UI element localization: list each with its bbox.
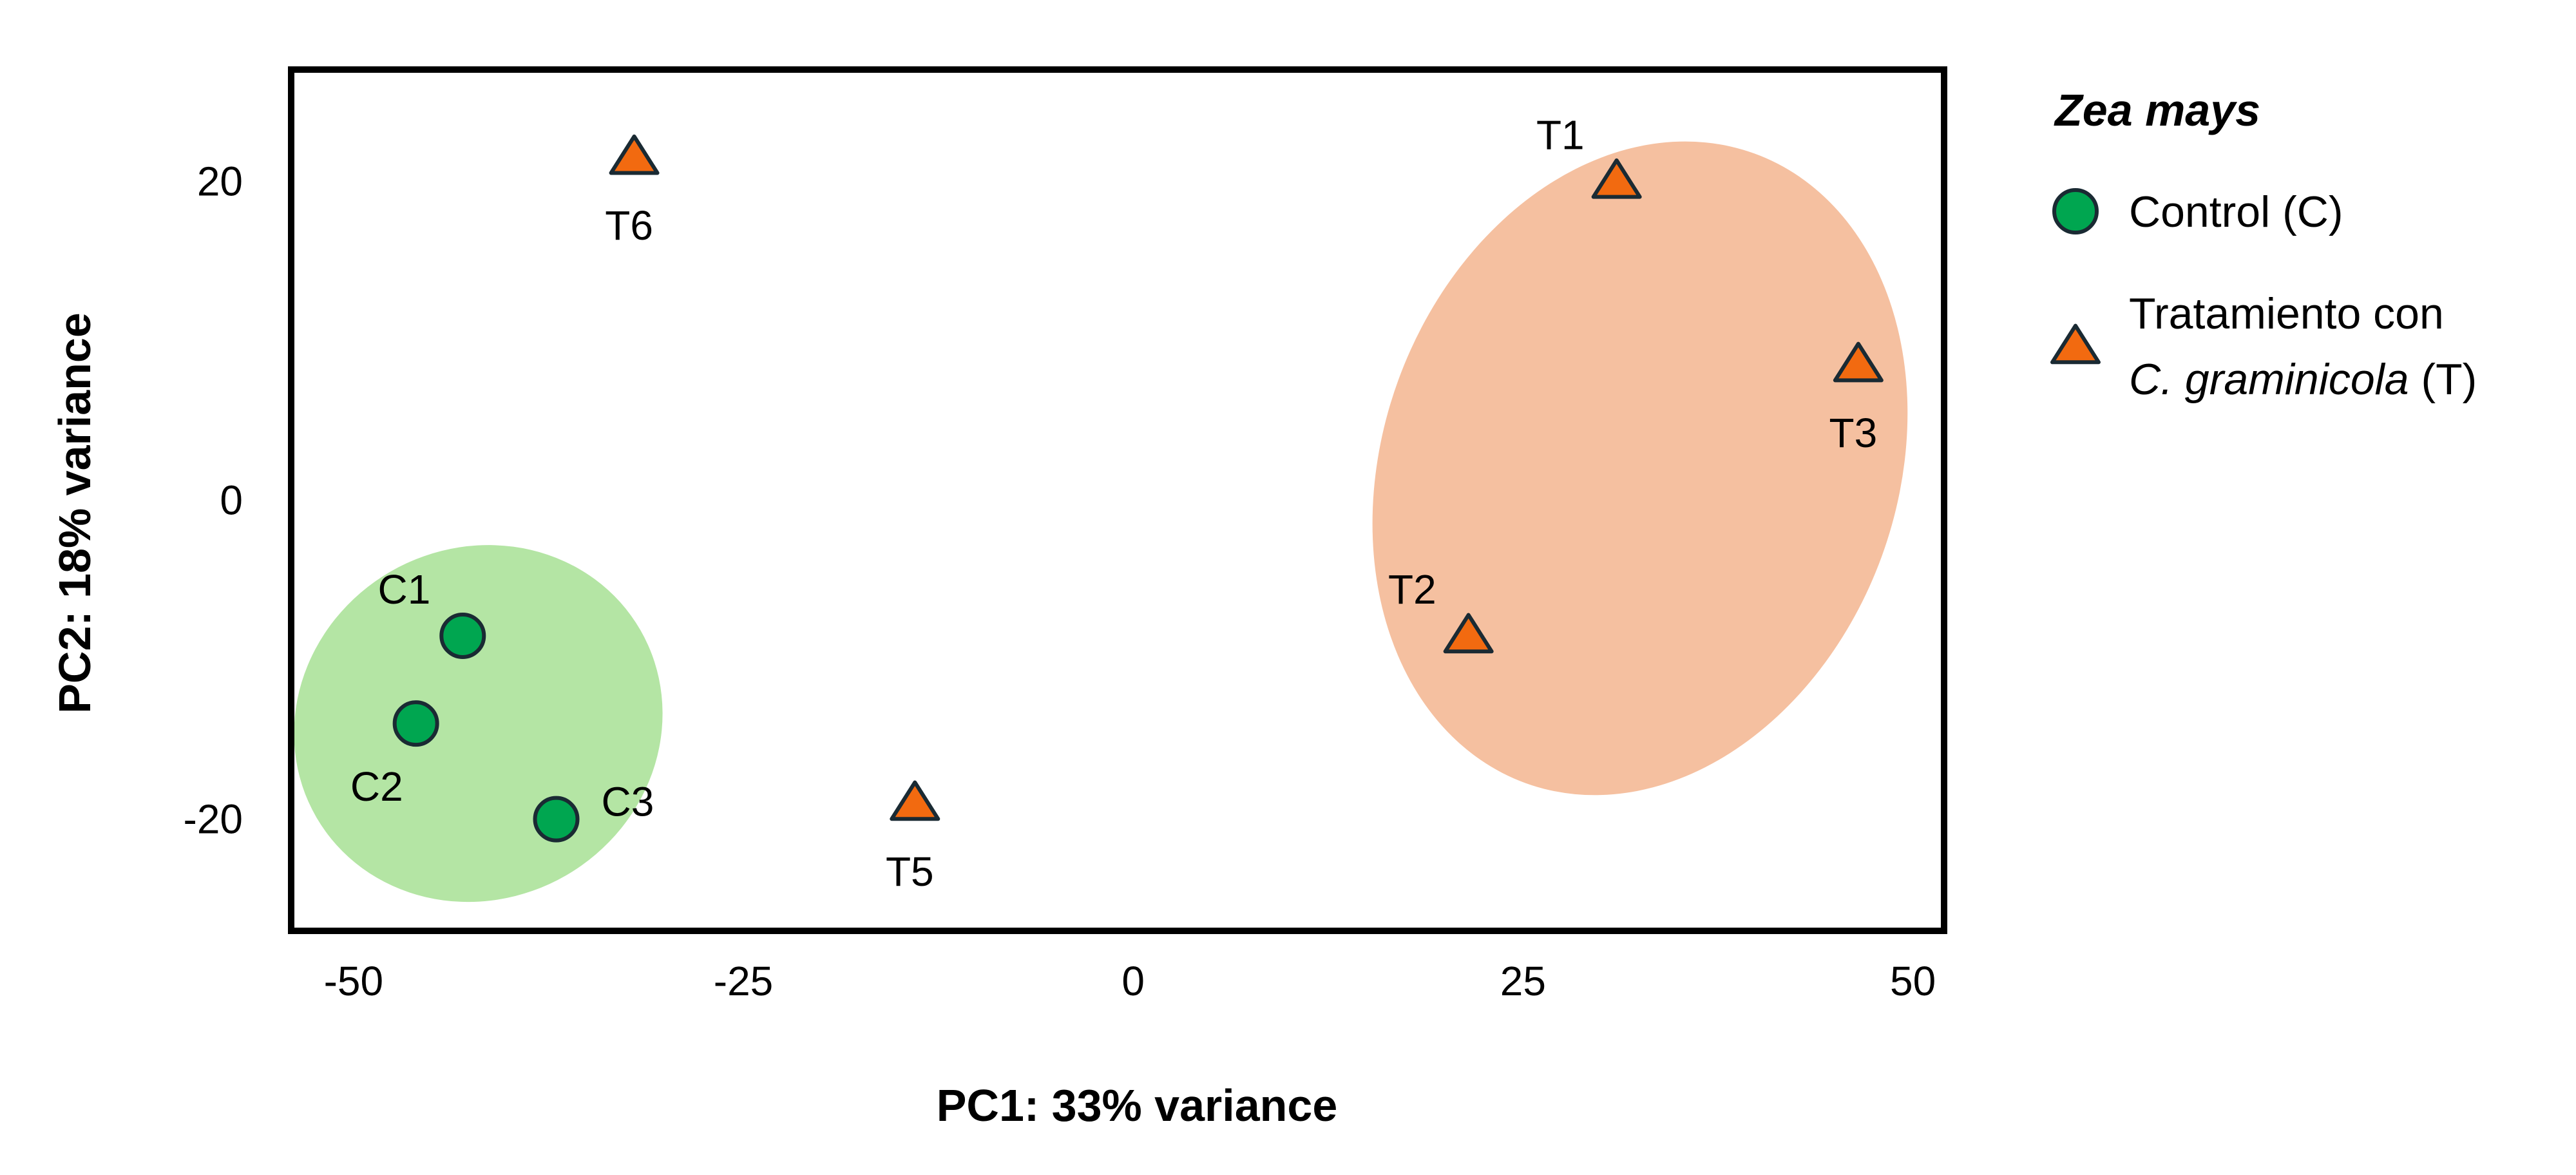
axis-ticks: -50 -25 0 25 50 20 0 -20	[184, 158, 1936, 1004]
point-t2	[1443, 613, 1494, 654]
x-tick-label: 25	[1500, 958, 1546, 1004]
x-tick-label: -50	[324, 958, 384, 1004]
point-label-t2: T2	[1388, 566, 1436, 613]
confidence-ellipses	[294, 141, 1908, 903]
legend-marker-circle-icon	[2052, 188, 2099, 234]
legend-label-control: Control (C)	[2129, 187, 2343, 236]
legend-label-code: (T)	[2409, 355, 2477, 404]
point-t3	[1833, 341, 1884, 383]
y-tick-label: -20	[184, 796, 243, 843]
point-labels: C1 C2 C3 T1 T2 T3 T5 T6	[350, 111, 1877, 895]
point-t5	[890, 780, 940, 821]
point-label-c1: C1	[377, 566, 430, 613]
data-points	[392, 134, 1884, 843]
y-tick-label: 0	[220, 477, 243, 524]
point-c1	[439, 612, 486, 659]
y-tick-label: 20	[197, 158, 243, 204]
treatment-ellipse	[1372, 141, 1908, 796]
legend-label-treatment-line1: Tratamiento con	[2129, 289, 2444, 338]
point-t6	[609, 134, 660, 175]
legend-item-control: Control (C)	[2052, 187, 2343, 236]
point-label-t6: T6	[605, 202, 653, 249]
point-label-t5: T5	[886, 848, 934, 895]
legend-label-species: C. graminicola	[2129, 355, 2409, 404]
legend-marker-triangle-icon	[2050, 323, 2101, 365]
x-tick-label: 0	[1121, 958, 1145, 1004]
x-tick-label: -25	[714, 958, 774, 1004]
plot-frame	[288, 66, 1947, 934]
legend-item-treatment: Tratamiento con C. graminicola (T)	[2050, 289, 2477, 404]
point-label-t3: T3	[1829, 410, 1878, 456]
legend: Zea mays Control (C) Tratamiento con C. …	[2050, 85, 2477, 404]
point-c2	[392, 700, 439, 747]
point-t1	[1591, 158, 1642, 199]
x-tick-label: 50	[1890, 958, 1936, 1004]
x-axis-title: PC1: 33% variance	[937, 1080, 1338, 1131]
y-axis-title: PC2: 18% variance	[50, 312, 100, 714]
legend-title: Zea mays	[2054, 85, 2260, 135]
control-ellipse	[294, 545, 663, 903]
legend-label-treatment-line2: C. graminicola (T)	[2129, 355, 2477, 404]
point-label-c2: C2	[350, 763, 403, 810]
point-label-t1: T1	[1536, 111, 1585, 158]
point-c3	[533, 796, 580, 843]
point-label-c3: C3	[602, 779, 654, 825]
